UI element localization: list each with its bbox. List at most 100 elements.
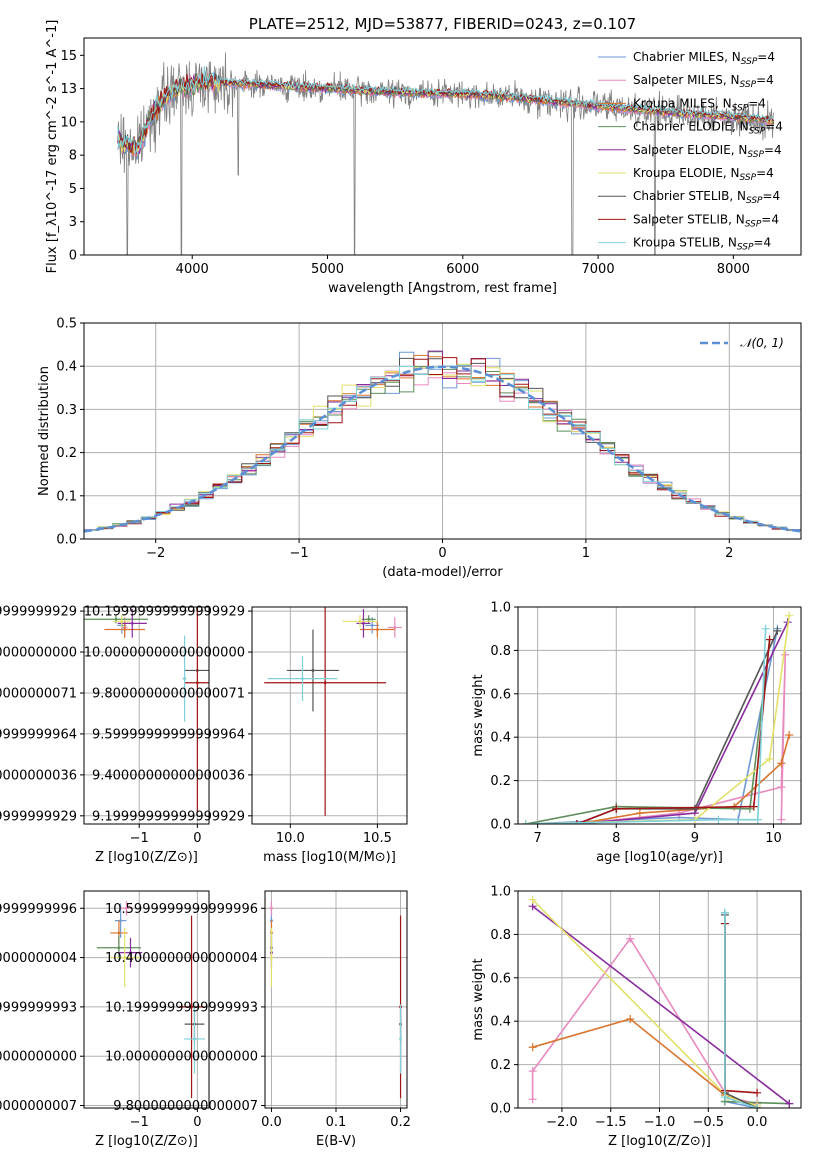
x-axis-label: wavelength [Angstrom, rest frame] [328,281,557,296]
y-tick-label: 0.0 [490,818,511,833]
x-tick-label: −1.0 [644,1115,676,1130]
marker-plus [720,1093,729,1102]
marker-plus [785,1099,794,1108]
y-axis-label: mass weight [471,958,486,1040]
y-axis-label: Normed distribution [37,366,52,496]
plot-area [528,895,794,1108]
y-tick-label: 0.3 [56,403,77,418]
y-axis-label: Flux [f_λ10^-17 erg cm^-2 s^-1 A^-1] [45,20,60,274]
axes-frame [517,890,802,1109]
y-tick-label: 9.59999999999999964 [92,727,245,742]
x-tick-label: 1 [582,546,590,561]
marker-plus [626,1015,635,1024]
marker-plus [777,815,786,824]
axes-massweight-vs-Z: −2.0 −1.5 −1.0 −0.5 0.0 0.0 0.2 0.4 0.6 0.8 1.0 Z [… [471,885,802,1149]
axes-mass-vs-ebv: 0.0 0.1 0.2 9.8000000000000007 10.0000000000… [105,890,411,1149]
data-point [129,951,132,955]
y-tick-label: 10.19999999999999929 [84,605,245,620]
marker-plus [690,804,699,813]
y-tick-label: 0.8 [490,928,511,943]
marker-plus [572,820,581,824]
chart-title: PLATE=2512, MJD=53877, FIBERID=0243, z=0… [249,15,636,33]
legend: 𝒩(0, 1) [700,336,784,350]
data-point [125,906,128,910]
data-point [120,619,124,623]
x-axis-label: E(B-V) [316,1134,356,1149]
plot-area [84,350,801,533]
y-tick-label: 0.2 [56,446,77,461]
mass-weight-line-4 [525,639,771,824]
marker-plus [720,908,729,917]
mass-weight-line-8 [576,639,771,824]
y-tick-label: 10.4000000000000004 [0,951,77,966]
x-axis-label: Z [log10(Z/Z⊙)] [95,1134,198,1149]
y-tick-label: 0.5 [56,317,77,332]
mass-weight-line-1 [724,912,758,1108]
y-tick-label: 3 [69,215,77,230]
plot-area [117,52,775,255]
x-axis-label: Z [log10(Z/Z⊙)] [608,1134,711,1149]
y-tick-label: 9.19999999999999929 [92,809,245,824]
y-tick-label: 0.2 [490,774,511,789]
data-point [195,681,199,685]
marker-plus [626,934,635,943]
x-tick-label: −2 [146,546,165,561]
y-tick-label: 9.80000000000000071 [92,686,245,701]
marker-plus [753,1088,762,1097]
plot-area [84,607,209,812]
legend-label: Kroupa STELIB, NSSP=4 [633,236,771,253]
y-tick-label: 9.80000000000000071 [0,686,77,701]
axes-spectrum: 4000 5000 6000 7000 8000 0 3 5 8 10 13 15 wavelength… [45,15,802,296]
data-point [270,956,273,959]
data-point [311,669,315,672]
y-tick-label: 10.5999999999999996 [0,902,77,917]
y-tick-label: 9.8000000000000007 [0,1099,77,1114]
normal-curve-line [84,365,801,533]
legend-label: Kroupa ELODIE, NSSP=4 [633,166,774,183]
y-tick-label: 0.8 [490,644,511,659]
data-point [117,946,121,950]
axes-mass-vs-Z: −1 0 9.8000000000000007 10.0000000000000000… [0,890,210,1149]
y-tick-label: 10 [60,115,77,130]
mass-weight-line-6 [532,899,758,1107]
model-line-9 [117,66,774,155]
marker-plus [612,804,621,813]
y-tick-label: 1.0 [490,885,511,900]
data-point [367,617,371,621]
x-axis-label: age [log10(age/yr)] [596,850,723,865]
x-tick-label: −1 [290,546,309,561]
y-tick-label: 9.19999999999999929 [0,809,77,824]
y-tick-label: 0.4 [490,1015,511,1030]
y-tick-label: 10.1999999999999993 [105,1000,258,1015]
x-tick-label: 9 [691,831,699,846]
legend-label: Salpeter MILES, NSSP=4 [633,73,774,90]
y-tick-label: 5 [69,182,77,197]
plot-area [521,611,794,824]
x-tick-label: 0 [193,831,201,846]
y-tick-label: 10.4000000000000004 [105,951,258,966]
data-point [114,617,118,621]
marker-plus [777,783,786,792]
legend-label: Salpeter STELIB, NSSP=4 [633,212,779,229]
mass-weight-line-7 [724,914,758,1108]
x-tick-label: 10.0 [276,831,305,846]
y-tick-label: 10.00000000000000000 [0,646,77,661]
x-tick-label: 10.5 [363,831,392,846]
marker-plus [765,635,774,644]
y-tick-label: 0.6 [490,687,511,702]
legend-label: 𝒩(0, 1) [740,336,784,350]
x-tick-label: 7000 [582,262,615,277]
marker-plus [528,1067,537,1076]
mass-weight-line-9 [525,628,767,824]
y-tick-label: 10.00000000000000000 [84,646,245,661]
x-tick-label: −0.5 [693,1115,725,1130]
x-tick-label: −1 [130,831,149,846]
data-point [375,628,379,631]
y-tick-label: 0 [69,249,77,264]
marker-plus [765,754,774,763]
x-tick-label: 7 [534,831,542,846]
x-tick-label: −1.5 [595,1115,627,1130]
y-tick-label: 0.0 [490,1102,511,1117]
x-tick-label: 0 [438,546,446,561]
